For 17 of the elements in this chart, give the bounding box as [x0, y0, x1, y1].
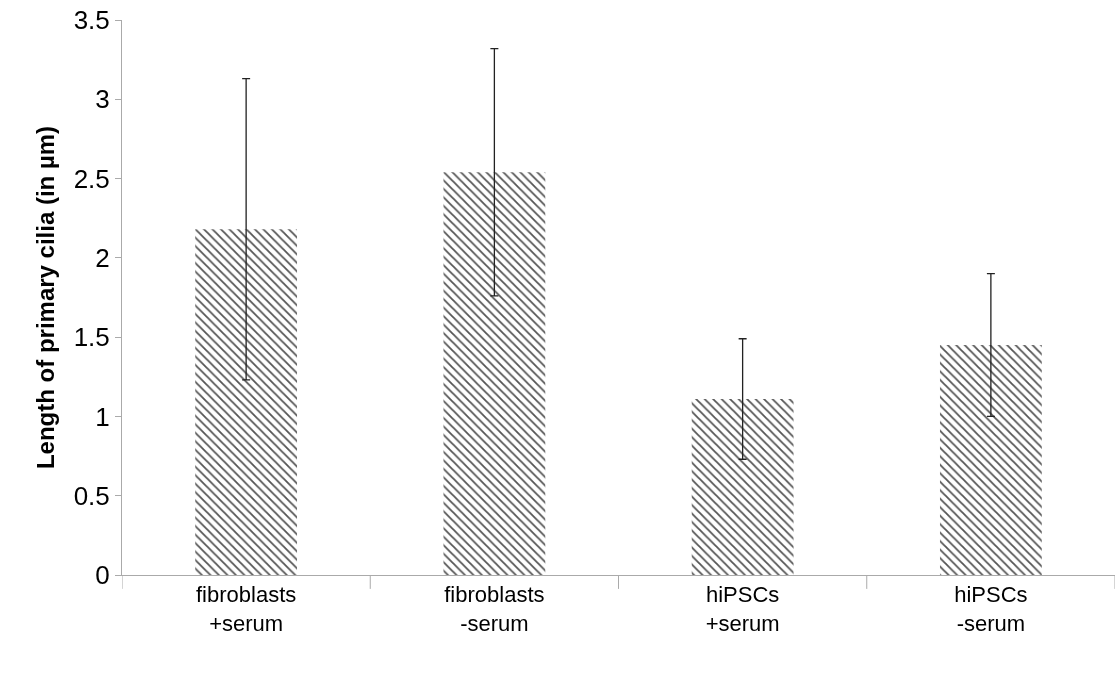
y-tick-label: 0 — [95, 560, 110, 591]
y-tick-label: 3.5 — [73, 5, 110, 36]
bar — [443, 172, 546, 575]
y-tick-label: 3 — [95, 84, 110, 115]
bar — [691, 398, 794, 575]
x-tick-label: hiPSCs -serum — [954, 582, 1028, 636]
y-tick-label: 2 — [95, 242, 110, 273]
y-tick-label: 0.5 — [73, 480, 110, 511]
y-tick-label: 1 — [95, 401, 110, 432]
y-tick-label: 1.5 — [73, 322, 110, 353]
x-tick-label: fibroblasts +serum — [195, 582, 297, 636]
x-tick-label: hiPSCs +serum — [705, 582, 780, 636]
bar — [195, 229, 298, 575]
y-axis-title: Length of primary cilia (in µm) — [31, 125, 59, 470]
y-tick-label: 2.5 — [73, 163, 110, 194]
x-tick-label: fibroblasts -serum — [444, 582, 545, 636]
bar — [939, 345, 1042, 575]
